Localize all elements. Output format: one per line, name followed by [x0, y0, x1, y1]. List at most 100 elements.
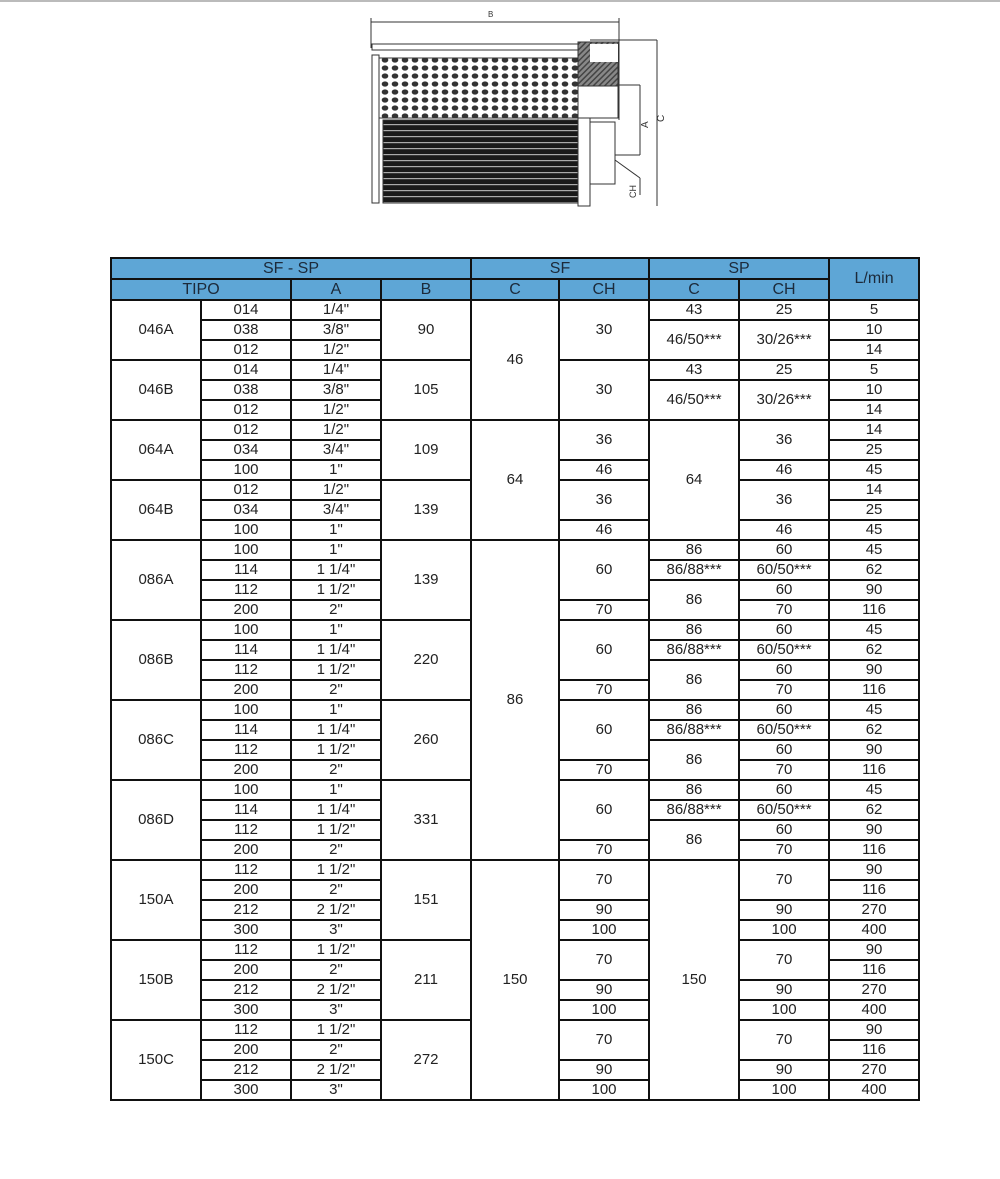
table-cell: 70	[558, 599, 651, 621]
table-cell: 046A	[110, 299, 202, 361]
table-cell: 200	[200, 959, 292, 981]
table-row: 114 1 1/4" 86/88*** 60/50*** 62	[111, 799, 921, 821]
table-cell: 200	[200, 839, 292, 861]
table-cell: 60/50***	[738, 719, 831, 741]
table-cell: 2 1/2"	[290, 979, 382, 1001]
table-cell: 3/8"	[290, 319, 382, 341]
table-row: 112 1 1/2" 86 60 90	[111, 739, 921, 781]
table-cell: 70	[558, 1019, 651, 1061]
table-cell: 3"	[290, 1079, 382, 1101]
table-cell: 014	[200, 359, 292, 381]
table-cell: 86/88***	[648, 639, 741, 661]
table-cell: 86	[648, 699, 741, 721]
filter-element-drawing: B A C CH	[370, 10, 667, 207]
label-ch: CH	[628, 185, 638, 198]
table-row: 112 1 1/2" 86 60 90	[111, 819, 921, 861]
table-row: 034 3/4" 25	[111, 439, 921, 461]
table-cell: 109	[379, 419, 473, 481]
table-cell: 43	[648, 359, 741, 381]
header-cell: CH	[738, 278, 831, 301]
table-cell: 034	[200, 439, 292, 461]
table-cell: 270	[828, 899, 921, 921]
table-cell: 30	[558, 299, 651, 361]
table-cell: 331	[379, 779, 473, 861]
table-cell: 90	[738, 899, 831, 921]
table-cell: 3"	[290, 919, 382, 941]
table-cell: 90	[828, 819, 921, 841]
table-cell: 2"	[290, 759, 382, 781]
table-row: 086A 100 1" 139 86 60 86 60 45	[110, 539, 921, 861]
table-cell: 300	[200, 999, 292, 1021]
table-cell: 1 1/2"	[290, 939, 382, 961]
header-cell: SP	[648, 257, 831, 280]
table-cell: 2"	[290, 839, 382, 861]
table-cell: 2"	[290, 959, 382, 981]
table-cell: 116	[828, 879, 921, 901]
table-cell: 60	[558, 779, 651, 841]
table-cell: 25	[738, 299, 831, 321]
table-cell: 90	[558, 979, 651, 1001]
table-cell: 1"	[290, 699, 382, 721]
table-cell: 1 1/4"	[290, 559, 382, 581]
table-cell: 100	[200, 619, 292, 641]
pleated-element	[382, 119, 579, 204]
table-cell: 1 1/2"	[290, 659, 382, 681]
table-cell: 150	[648, 859, 741, 1101]
table-cell: 112	[200, 819, 292, 841]
table-cell: 2 1/2"	[290, 899, 382, 921]
table-cell: 116	[828, 599, 921, 621]
table-cell: 212	[200, 979, 292, 1001]
table-cell: 60	[738, 779, 831, 801]
table-cell: 5	[828, 299, 921, 321]
table-cell: 2"	[290, 1039, 382, 1061]
label-a: A	[640, 121, 651, 128]
table-cell: 90	[738, 979, 831, 1001]
table-cell: 100	[738, 999, 831, 1021]
table-row: 200 2" 70 70 116	[111, 839, 921, 861]
table-cell: 90	[738, 1059, 831, 1081]
table-row: 212 2 1/2" 90 90 270	[111, 1059, 921, 1081]
table-cell: 200	[200, 759, 292, 781]
table-cell: 1"	[290, 519, 382, 541]
table-cell: 012	[200, 339, 292, 361]
table-cell: 90	[828, 579, 921, 601]
table-cell: 86/88***	[648, 799, 741, 821]
table-cell: 46	[738, 459, 831, 481]
table-row: 300 3" 100 100 400	[111, 919, 921, 941]
table-cell: 90	[558, 1059, 651, 1081]
table-row: 300 3" 100 100 400	[111, 1079, 921, 1101]
header-row-groups: SF - SP SF SP L/min	[109, 257, 921, 301]
table-cell: 1 1/4"	[290, 719, 382, 741]
table-cell: 14	[828, 399, 921, 421]
table-cell: 60	[738, 579, 831, 601]
table-row: 114 1 1/4" 86/88*** 60/50*** 62	[111, 639, 921, 661]
table-row: 046A 014 1/4" 90 46 30 43 25 5	[110, 299, 921, 421]
table-cell: 1"	[290, 539, 382, 561]
table-row: 100 1" 46 46 45	[111, 519, 921, 541]
table-cell: 150C	[110, 1019, 202, 1101]
table-cell: 1"	[290, 779, 382, 801]
table-cell: 3"	[290, 999, 382, 1021]
table-cell: 46	[738, 519, 831, 541]
table-cell: 90	[828, 859, 921, 881]
table-cell: 62	[828, 639, 921, 661]
table-cell: 45	[828, 459, 921, 481]
table-cell: 60/50***	[738, 559, 831, 581]
table-row: 034 3/4" 25	[111, 499, 921, 521]
table-cell: 30/26***	[738, 379, 831, 421]
table-cell: 70	[738, 859, 831, 901]
table-cell: 114	[200, 639, 292, 661]
table-cell: 60	[738, 739, 831, 761]
table-cell: 100	[738, 1079, 831, 1101]
table-cell: 86	[648, 779, 741, 801]
table-cell: 64	[648, 419, 741, 541]
header-row-columns: TIPO A B C CH C CH	[110, 278, 919, 301]
table-row: 200 2" 116	[111, 959, 921, 981]
table-cell: 60/50***	[738, 799, 831, 821]
table-cell: 46	[470, 299, 561, 421]
table-cell: 90	[379, 299, 473, 361]
table-cell: 36	[558, 479, 651, 521]
table-cell: 70	[558, 759, 651, 781]
table-row: 112 1 1/2" 86 60 90	[111, 659, 921, 701]
table-cell: 70	[558, 939, 651, 981]
